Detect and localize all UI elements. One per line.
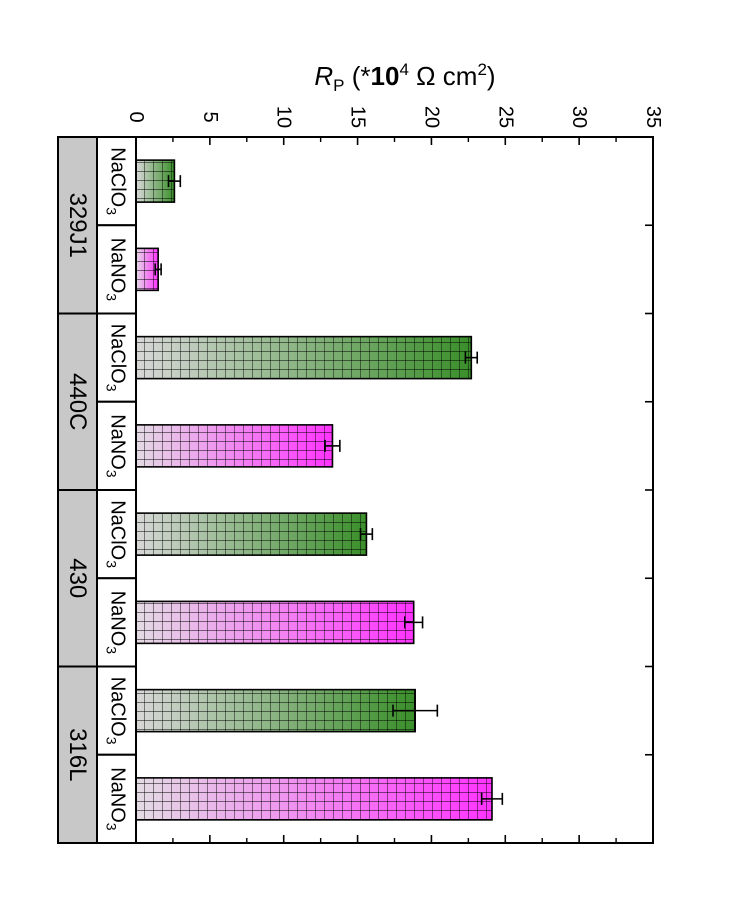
- group-label: 430: [64, 558, 91, 598]
- tick-label: 20: [420, 106, 442, 128]
- category-label: NaNO3: [104, 414, 129, 478]
- tick-label: 10: [273, 106, 295, 128]
- group-label: 440C: [64, 373, 91, 430]
- bar-hatch: [135, 777, 493, 821]
- category-label: NaClO3: [104, 677, 129, 745]
- group-cell-440C: [57, 312, 98, 491]
- tick-label: 35: [642, 106, 664, 128]
- bar-hatch: [135, 335, 473, 380]
- group-label: 316L: [64, 728, 91, 781]
- plot-frame: [135, 136, 654, 844]
- category-cell: [96, 577, 137, 668]
- tick-label: 15: [347, 106, 369, 128]
- category-label: NaClO3: [104, 147, 129, 215]
- tick-label: 25: [494, 106, 516, 128]
- tick-label: 5: [199, 111, 221, 122]
- bar-hatch: [135, 424, 334, 468]
- category-label: NaNO3: [104, 591, 129, 655]
- group-label: 329J1: [64, 193, 91, 258]
- category-cell: [96, 400, 137, 491]
- category-label: NaNO3: [104, 767, 129, 831]
- category-label: NaClO3: [104, 500, 129, 568]
- bar-hatch: [135, 688, 416, 733]
- tick-label: 0: [125, 111, 147, 122]
- bar-hatch: [135, 600, 415, 645]
- bar-hatch: [135, 512, 368, 556]
- category-label: NaNO3: [104, 238, 129, 302]
- axis-title: RP (*104 Ω cm2): [314, 60, 495, 95]
- label-frame: [57, 136, 137, 844]
- category-label: NaClO3: [104, 324, 129, 392]
- tick-label: 30: [568, 106, 590, 128]
